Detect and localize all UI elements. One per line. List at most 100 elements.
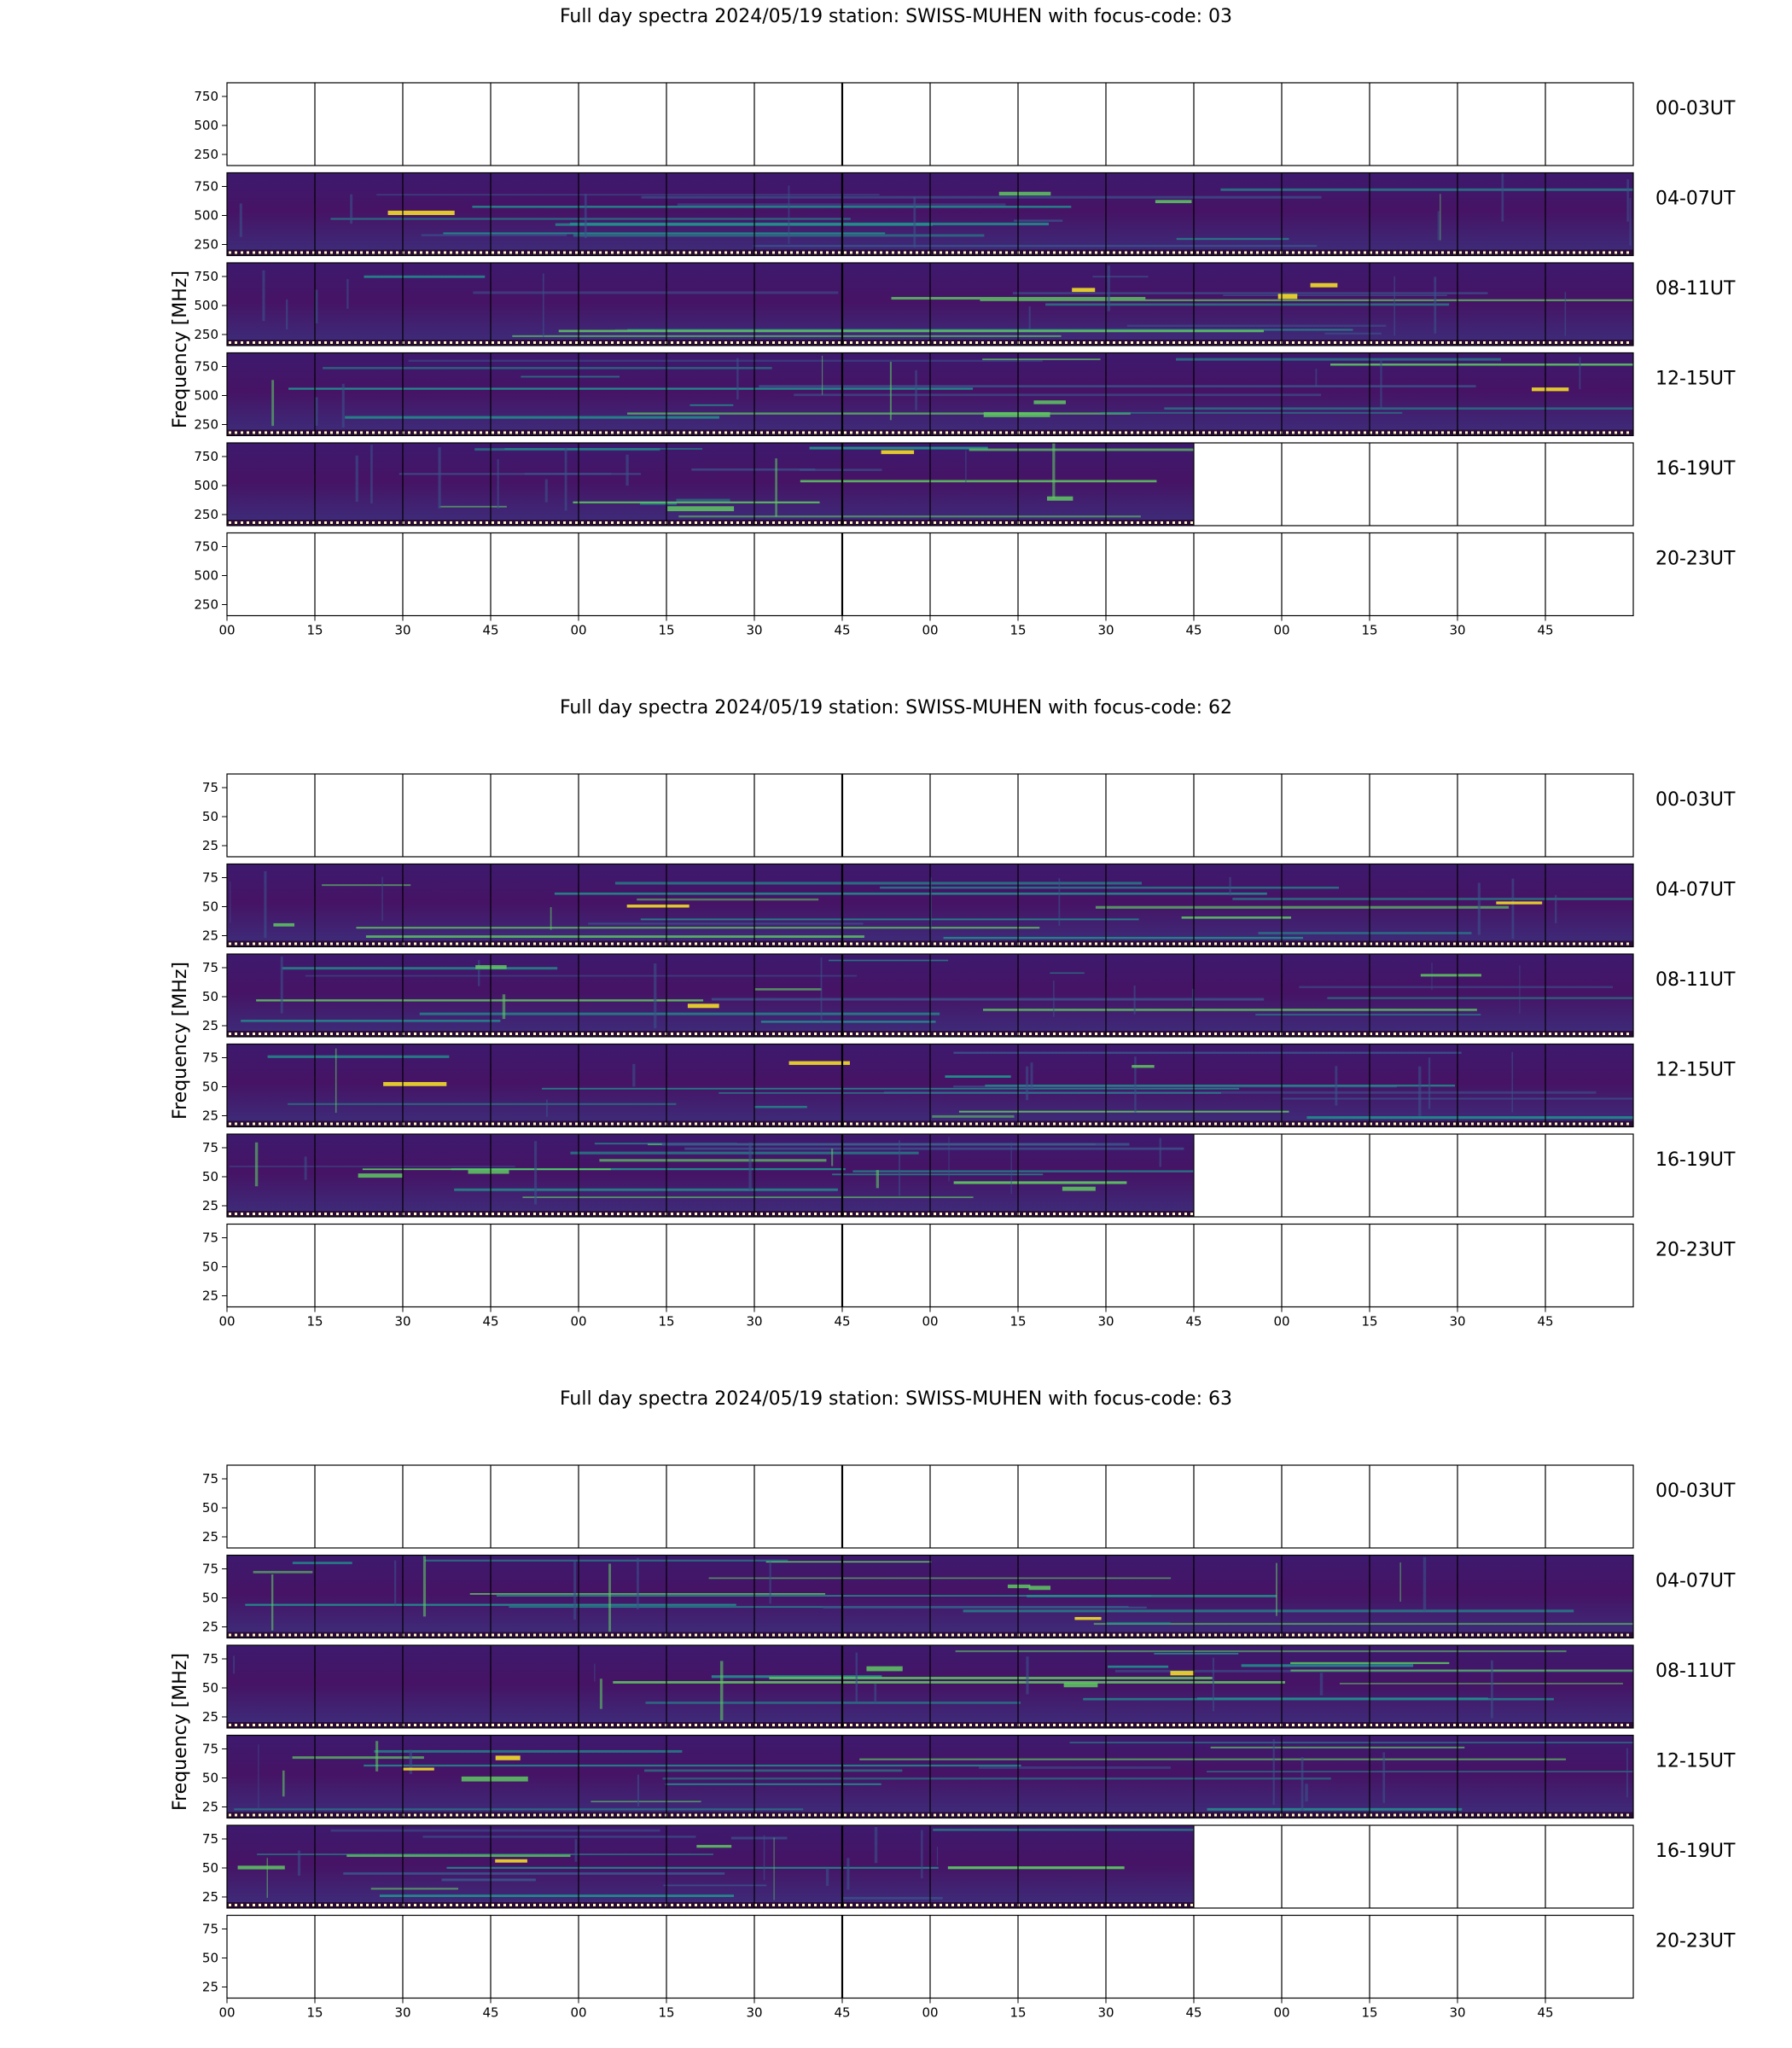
x-tick-label: 30 (394, 623, 410, 638)
row-label: 00-03UT (1655, 789, 1736, 811)
y-tick-label: 75 (202, 960, 218, 975)
row-label: 08-11UT (1655, 1661, 1736, 1682)
spectrum-row-12-15UT: 75 50 25 12-15UT (202, 1734, 1736, 1819)
spectrum-row-08-11UT: 75 50 25 08-11UT (202, 1644, 1736, 1729)
y-tick-label: 50 (202, 809, 218, 824)
x-tick-label: 15 (1361, 1314, 1377, 1329)
y-tick-label: 75 (202, 780, 218, 795)
spectrum-row-20-23UT: 75 50 25 20-23UT (202, 1914, 1736, 1999)
y-tick-label: 750 (194, 89, 218, 104)
y-tick-label: 25 (202, 1709, 218, 1725)
y-axis-label: Frequency [MHz] (170, 1653, 191, 1811)
y-tick-label: 500 (194, 388, 218, 404)
x-tick-label: 00 (570, 623, 586, 638)
x-tick-label: 15 (658, 623, 674, 638)
spectrum-row-00-03UT: 75 50 25 00-03UT (202, 1464, 1736, 1549)
row-label: 12-15UT (1655, 1060, 1736, 1081)
x-tick-label: 30 (1097, 623, 1114, 638)
spectrum-row-20-23UT: 750 500 250 20-23UT (194, 532, 1736, 617)
chart-title: Full day spectra 2024/05/19 station: SWI… (560, 697, 1232, 719)
x-tick-label: 30 (1097, 2005, 1114, 2021)
y-tick-label: 500 (194, 568, 218, 584)
calibration-strip (227, 520, 1194, 526)
y-tick-label: 25 (202, 1620, 218, 1635)
y-tick-label: 25 (202, 1889, 218, 1905)
y-tick-label: 25 (202, 928, 218, 944)
x-tick-label: 00 (218, 2005, 235, 2021)
spectrum-row-12-15UT: 750 500 250 12-15UT (194, 352, 1736, 437)
x-tick-label: 45 (1185, 623, 1201, 638)
row-frame (226, 1133, 1634, 1218)
y-tick-label: 50 (202, 1500, 218, 1516)
y-tick-label: 750 (194, 179, 218, 195)
spectrum-row-12-15UT: 75 50 25 12-15UT (202, 1043, 1736, 1128)
x-tick-label: 30 (746, 1314, 762, 1329)
x-tick-label: 30 (394, 1314, 410, 1329)
y-tick-label: 75 (202, 1231, 218, 1246)
x-tick-label: 30 (1449, 623, 1465, 638)
row-frame (226, 1824, 1634, 1909)
x-tick-label: 30 (746, 2005, 762, 2021)
spectrum-row-04-07UT: 75 50 25 04-07UT (202, 863, 1736, 948)
y-tick-label: 50 (202, 1591, 218, 1606)
spectrum-row-00-03UT: 75 50 25 00-03UT (202, 773, 1736, 858)
y-tick-label: 50 (202, 1169, 218, 1184)
y-tick-label: 250 (194, 597, 218, 613)
y-tick-label: 750 (194, 449, 218, 464)
y-tick-label: 500 (194, 118, 218, 133)
y-tick-label: 75 (202, 1140, 218, 1155)
chart-panel-1: Full day spectra 2024/05/19 station: SWI… (170, 697, 1736, 1329)
calibration-strip (227, 1902, 1194, 1908)
spectrum-row-00-03UT: 750 500 250 00-03UT (194, 82, 1736, 166)
x-tick-label: 00 (922, 2005, 938, 2021)
x-tick-label: 15 (306, 2005, 323, 2021)
x-tick-label: 45 (1185, 2005, 1201, 2021)
row-frame (226, 172, 1634, 257)
chart-title: Full day spectra 2024/05/19 station: SWI… (560, 6, 1232, 27)
spectrum-row-16-19UT: 75 50 25 16-19UT (202, 1133, 1736, 1218)
x-tick-label: 45 (834, 1314, 850, 1329)
y-tick-label: 250 (194, 147, 218, 162)
y-tick-label: 75 (202, 1831, 218, 1847)
y-tick-label: 75 (202, 1050, 218, 1066)
y-tick-label: 250 (194, 327, 218, 342)
y-tick-label: 25 (202, 1289, 218, 1304)
row-label: 08-11UT (1655, 278, 1736, 300)
y-tick-label: 50 (202, 1860, 218, 1876)
y-tick-label: 750 (194, 359, 218, 375)
y-tick-label: 250 (194, 507, 218, 522)
row-label: 12-15UT (1655, 1751, 1736, 1772)
row-frame (226, 1644, 1634, 1729)
row-frame (226, 863, 1634, 948)
y-tick-label: 25 (202, 1800, 218, 1815)
x-tick-label: 15 (1009, 623, 1026, 638)
x-tick-label: 15 (1361, 2005, 1377, 2021)
y-axis-label: Frequency [MHz] (170, 962, 191, 1120)
row-label: 16-19UT (1655, 458, 1736, 480)
row-label: 04-07UT (1655, 880, 1736, 901)
x-tick-label: 45 (482, 2005, 498, 2021)
y-tick-label: 75 (202, 1651, 218, 1667)
spectrum-row-04-07UT: 75 50 25 04-07UT (202, 1554, 1736, 1639)
y-tick-label: 75 (202, 1742, 218, 1757)
x-tick-label: 45 (1185, 1314, 1201, 1329)
calibration-strip (227, 1211, 1194, 1217)
y-tick-label: 50 (202, 989, 218, 1004)
spectrum-row-16-19UT: 750 500 250 16-19UT (194, 442, 1736, 527)
x-tick-label: 00 (570, 2005, 586, 2021)
y-tick-label: 75 (202, 1922, 218, 1937)
x-tick-label: 45 (834, 623, 850, 638)
y-tick-label: 250 (194, 237, 218, 253)
y-tick-label: 75 (202, 1562, 218, 1577)
row-frame (226, 1043, 1634, 1128)
y-tick-label: 50 (202, 1680, 218, 1696)
x-tick-label: 00 (570, 1314, 586, 1329)
x-tick-label: 15 (1009, 1314, 1026, 1329)
x-tick-label: 00 (922, 623, 938, 638)
row-label: 20-23UT (1655, 1931, 1736, 1952)
spectrum-row-16-19UT: 75 50 25 16-19UT (202, 1824, 1736, 1909)
y-tick-label: 500 (194, 208, 218, 224)
row-frame (226, 1464, 1634, 1549)
x-tick-label: 15 (1361, 623, 1377, 638)
y-tick-label: 75 (202, 870, 218, 886)
